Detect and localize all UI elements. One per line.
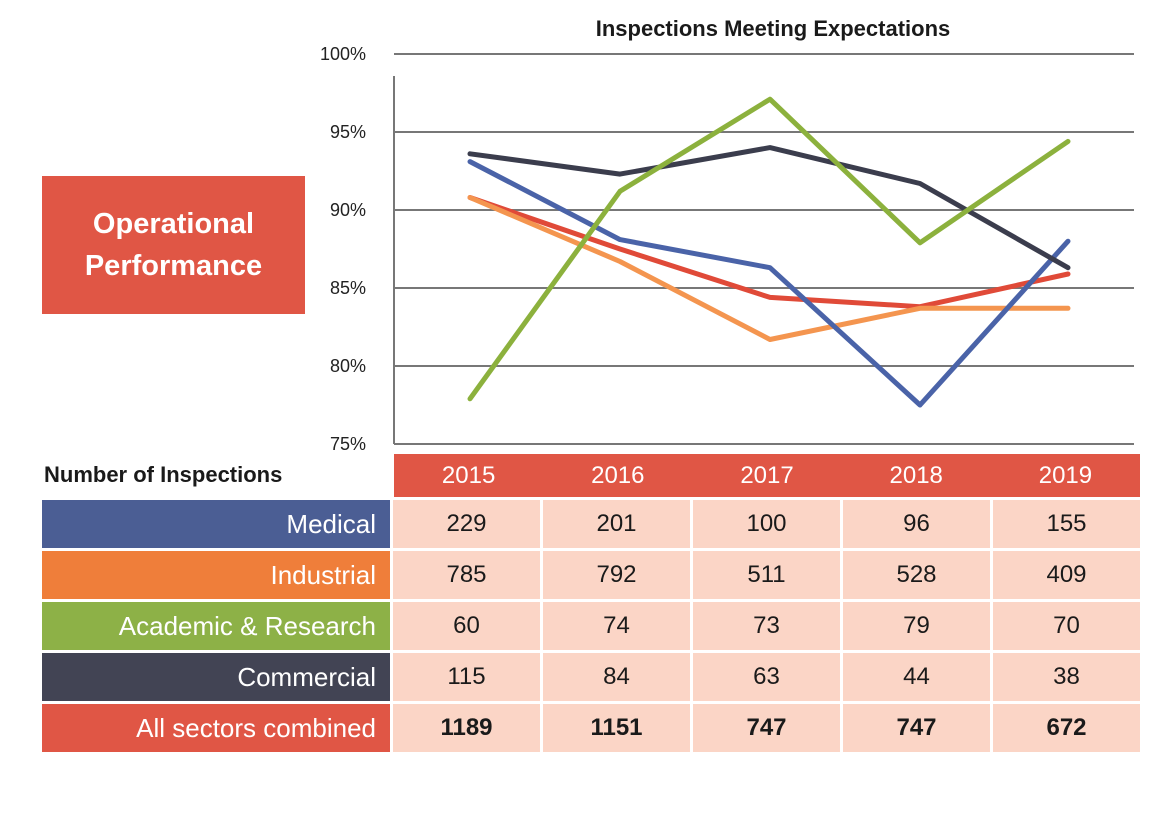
table-cell: 1189: [393, 704, 540, 752]
badge-line-1: Operational: [92, 208, 255, 240]
table-cell: 528: [843, 551, 990, 599]
year-header-row: 2015 2016 2017 2018 2019: [394, 454, 1140, 497]
year-header: 2016: [591, 462, 645, 489]
y-tick-label: 85%: [330, 278, 366, 298]
table-label: Number of Inspections: [44, 462, 283, 487]
table-cell: 155: [993, 500, 1140, 548]
y-tick-label: 90%: [330, 200, 366, 220]
series-line-academic-research: [467, 96, 1071, 402]
chart-title: Inspections Meeting Expectations: [596, 16, 951, 41]
row-label: Academic & Research: [42, 602, 390, 650]
table-row: All sectors combined 1189 1151 747 747 672: [42, 704, 1140, 752]
operational-performance-badge: Operational Performance: [42, 176, 305, 314]
table-cell: 60: [393, 602, 540, 650]
table-cell: 38: [993, 653, 1140, 701]
y-tick-label: 80%: [330, 356, 366, 376]
y-tick-label: 100%: [320, 44, 366, 64]
table-cell: 511: [693, 551, 840, 599]
table-row: Industrial 785 792 511 528 409: [42, 551, 1140, 599]
table-cell: 73: [693, 602, 840, 650]
table-row: Commercial 115 84 63 44 38: [42, 653, 1140, 701]
year-header: 2018: [889, 462, 943, 489]
row-label: All sectors combined: [42, 704, 390, 752]
year-header: 2017: [740, 462, 794, 489]
table-cell: 747: [693, 704, 840, 752]
year-header: 2019: [1038, 462, 1093, 489]
table-row: Academic & Research 60 74 73 79 70: [42, 602, 1140, 650]
badge-line-2: Performance: [84, 250, 263, 282]
table-cell: 409: [993, 551, 1140, 599]
table-cell: 44: [843, 653, 990, 701]
table-cell: 792: [543, 551, 690, 599]
year-header: 2015: [441, 462, 496, 489]
series-line-medical: [467, 159, 1071, 408]
row-label: Industrial: [42, 551, 390, 599]
line-chart: Inspections Meeting Expectations 100% 95%…: [320, 16, 1134, 454]
row-label: Commercial: [42, 653, 390, 701]
table-cell: 74: [543, 602, 690, 650]
table-cell: 84: [543, 653, 690, 701]
table-cell: 1151: [543, 704, 690, 752]
table-cell: 63: [693, 653, 840, 701]
table-cell: 115: [393, 653, 540, 701]
inspections-table: Medical 229 201 100 96 155 Industrial 785 792 511…: [42, 500, 1140, 755]
table-cell: 672: [993, 704, 1140, 752]
table-row: Medical 229 201 100 96 155: [42, 500, 1140, 548]
table-cell: 201: [543, 500, 690, 548]
table-cell: 100: [693, 500, 840, 548]
table-cell: 785: [393, 551, 540, 599]
table-cell: 96: [843, 500, 990, 548]
table-cell: 79: [843, 602, 990, 650]
table-cell: 229: [393, 500, 540, 548]
y-tick-label: 75%: [330, 434, 366, 454]
table-cell: 747: [843, 704, 990, 752]
row-label: Medical: [42, 500, 390, 548]
y-tick-label: 95%: [330, 122, 366, 142]
table-cell: 70: [993, 602, 1140, 650]
